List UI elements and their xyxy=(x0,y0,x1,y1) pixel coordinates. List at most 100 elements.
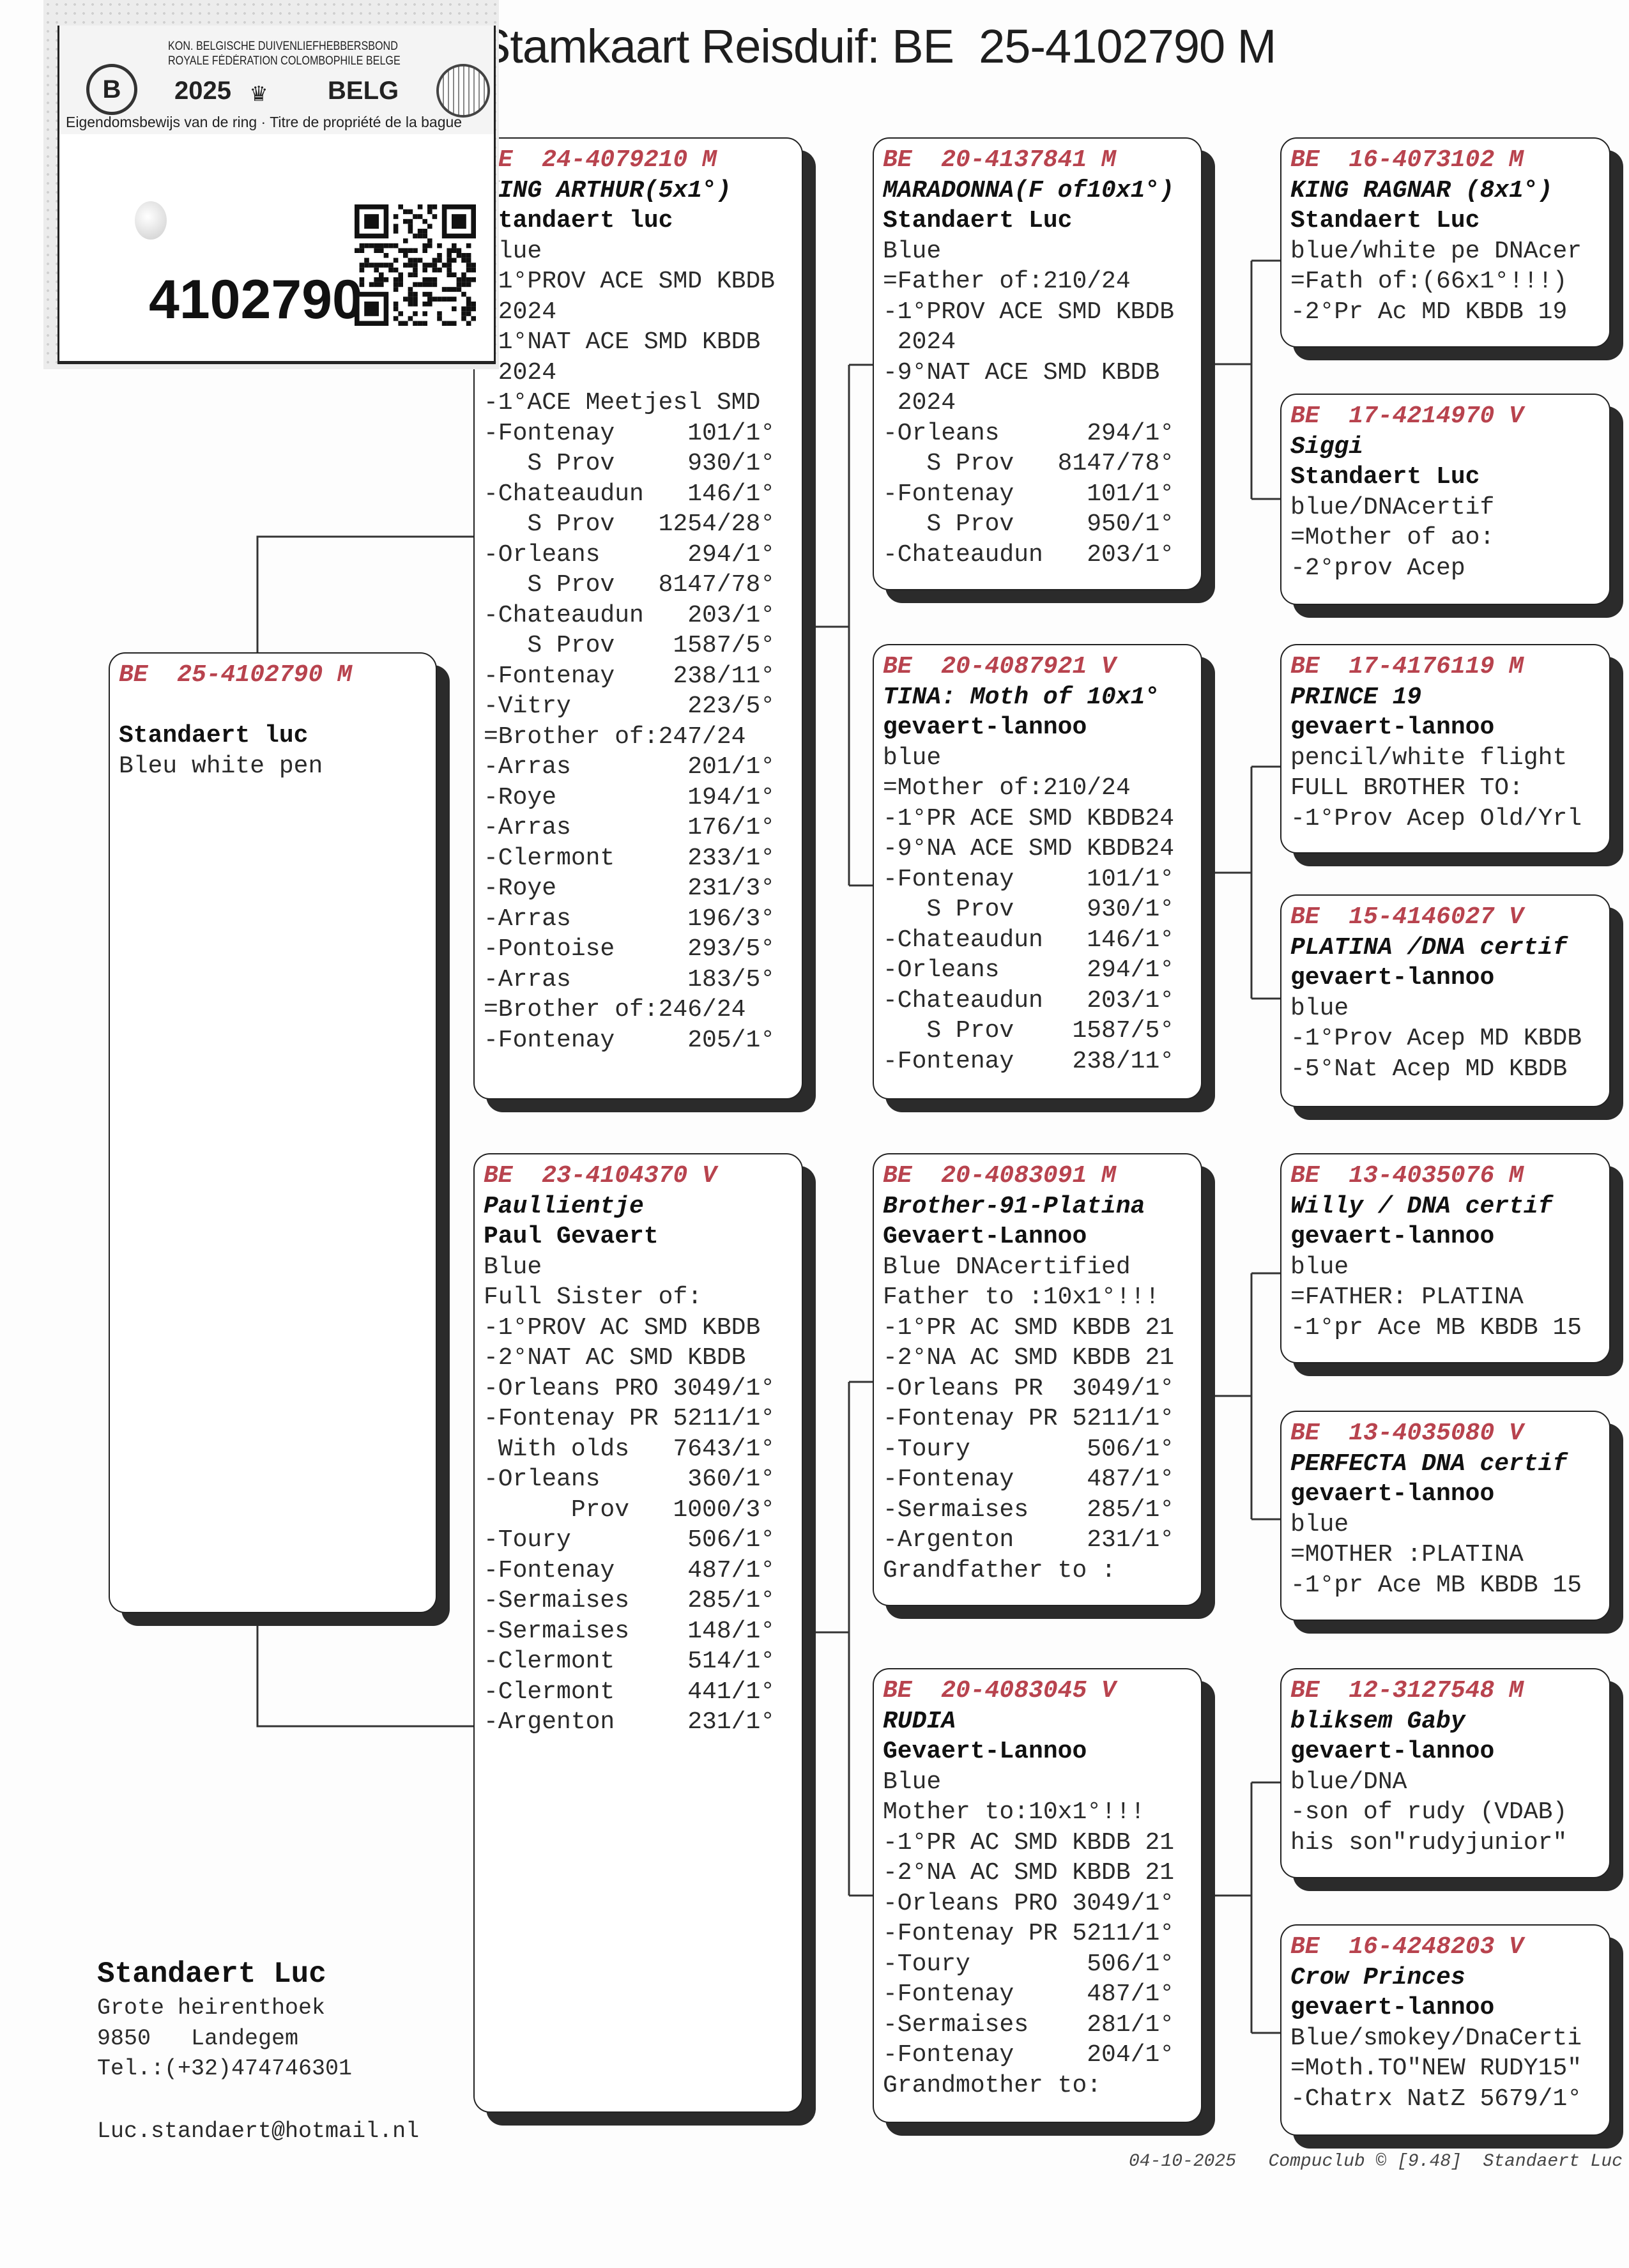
pigeon-name: PLATINA /DNA certif xyxy=(1290,933,1568,962)
pigeon-name: Willy / DNA certif xyxy=(1290,1192,1553,1220)
performance-line: -Fontenay 205/1° xyxy=(484,1026,776,1054)
print-date: 04-10-2025 xyxy=(1129,2152,1237,2172)
performance-line: S Prov 8147/78° xyxy=(883,450,1175,477)
performance-line: -1°PROV ACE SMD KBDB xyxy=(484,268,776,295)
pedigree-card-sire-dam: BE 20-4087921 V TINA: Moth of 10x1° gevaer… xyxy=(873,644,1202,1100)
performance-line: -Fontenay 487/1° xyxy=(883,1466,1175,1493)
performance-line: blue xyxy=(1290,994,1349,1022)
pedigree-card-sire: BE 24-4079210 M KING ARTHUR(5x1°) Standaer… xyxy=(473,137,803,1100)
spacer xyxy=(119,691,436,721)
performance-line: -Fontenay 238/11° xyxy=(484,662,776,690)
performance-line: -1°Prov Acep MD KBDB xyxy=(1290,1025,1582,1052)
performance-line: -2°prov Acep xyxy=(1290,554,1465,582)
owner-phone: Tel.:(+32)474746301 xyxy=(97,2056,353,2081)
pedigree-card-ss-dam: BE 17-4214970 V Siggi Standaert Luc blue/DN… xyxy=(1280,394,1610,605)
performance-line: =Moth.TO"NEW RUDY15" xyxy=(1290,2055,1582,2082)
ring-number: BE 16-4073102 M xyxy=(1290,146,1524,174)
performance-line: S Prov 1254/28° xyxy=(484,510,776,538)
performance-line: blue/DNA xyxy=(1290,1768,1407,1796)
performance-line: -Fontenay PR 5211/1° xyxy=(883,1920,1175,1947)
pigeon-name: Brother-91-Platina xyxy=(883,1192,1145,1220)
performance-line: S Prov 1587/5° xyxy=(484,632,776,659)
performance-line: -9°NA ACE SMD KBDB24 xyxy=(883,835,1175,862)
performance-line: -1°PROV ACE SMD KBDB xyxy=(883,298,1175,326)
performance-line: Bleu white pen xyxy=(119,752,323,780)
performance-line: Father to :10x1°!!! xyxy=(883,1283,1160,1311)
pigeon-name: Crow Princes xyxy=(1290,1963,1465,1991)
performance-line: -Fontenay 204/1° xyxy=(883,2041,1175,2069)
performance-line: -Fontenay 101/1° xyxy=(883,480,1175,508)
performance-line: -2°NAT AC SMD KBDB xyxy=(484,1344,746,1372)
breeder: Gevaert-Lannoo xyxy=(883,1223,1087,1250)
performance-line: -Fontenay 101/1° xyxy=(883,865,1175,893)
performance-line: -Toury 506/1° xyxy=(484,1526,776,1554)
breeder: Standaert Luc xyxy=(1290,463,1480,491)
pedigree-card-dam-dam: BE 20-4083045 V RUDIA Gevaert-Lannoo Blue Mo… xyxy=(873,1668,1202,2123)
performance-line: -Pontoise 293/5° xyxy=(484,935,776,963)
performance-line: -Chateaudun 146/1° xyxy=(484,480,776,508)
performance-line: With olds 7643/1° xyxy=(484,1435,776,1463)
performance-line: -1°pr Ace MB KBDB 15 xyxy=(1290,1314,1582,1342)
performance-line: -Roye 194/1° xyxy=(484,783,776,811)
performance-line: -Toury 506/1° xyxy=(883,1435,1175,1463)
pigeon-name: MARADONNA(F of10x1°) xyxy=(883,176,1175,204)
pigeon-name: bliksem Gaby xyxy=(1290,1707,1465,1735)
ring-number: BE 23-4104370 V xyxy=(484,1162,717,1190)
breeder: Standaert luc xyxy=(119,722,309,749)
ring-ownership-card: B KON. BELGISCHE DUIVENLIEFHEBBERSBOND R… xyxy=(43,0,499,369)
ring-number: BE 20-4087921 V xyxy=(883,653,1116,680)
ring-number: BE 17-4214970 V xyxy=(1290,402,1524,430)
breeder: Standaert Luc xyxy=(1290,207,1480,234)
pedigree-card-ds-sire: BE 13-4035076 M Willy / DNA certif gevaert… xyxy=(1280,1153,1610,1363)
ring-number: BE 13-4035080 V xyxy=(1290,1420,1524,1447)
ring-number: BE 15-4146027 V xyxy=(1290,903,1524,931)
performance-line: -1°Prov Acep Old/Yrl xyxy=(1290,804,1582,832)
ring-number: BE 17-4176119 M xyxy=(1290,653,1524,680)
performance-line: -Fontenay PR 5211/1° xyxy=(883,1405,1175,1432)
performance-line: -Clermont 441/1° xyxy=(484,1678,776,1706)
breeder: Standaert luc xyxy=(484,207,673,234)
performance-line: his son"rudyjunior" xyxy=(1290,1828,1568,1857)
breeder: Standaert Luc xyxy=(883,207,1073,234)
performance-line: -Orleans 294/1° xyxy=(484,540,776,569)
ring-number: BE 20-4083091 M xyxy=(883,1162,1116,1190)
performance-line: -Sermaises 148/1° xyxy=(484,1617,776,1645)
performance-line: blue xyxy=(883,744,942,772)
ring-country: BELG xyxy=(328,77,399,105)
software-credit: Compuclub © [9.48] xyxy=(1268,2152,1462,2172)
performance-line: -Chateaudun 146/1° xyxy=(883,926,1175,954)
performance-line: -Toury 506/1° xyxy=(883,1950,1175,1978)
performance-line: -son of rudy (VDAB) xyxy=(1290,1798,1568,1826)
pigeon-name: PERFECTA DNA certif xyxy=(1290,1450,1568,1478)
ring-number: 4102790 xyxy=(149,269,363,330)
performance-line: -Chatrx NatZ 5679/1° xyxy=(1290,2085,1582,2113)
pigeon-name: Paullientje xyxy=(484,1192,644,1220)
breeder: Paul Gevaert xyxy=(484,1223,659,1250)
performance-line: 2024 xyxy=(484,298,557,326)
performance-line: Blue/smokey/DnaCerti xyxy=(1290,2024,1582,2052)
breeder: gevaert-lannoo xyxy=(1290,1223,1495,1250)
org-name-nl: KON. BELGISCHE DUIVENLIEFHEBBERSBOND xyxy=(168,40,398,53)
performance-line: -1°PR AC SMD KBDB 21 xyxy=(883,1828,1175,1857)
performance-line: -Clermont 514/1° xyxy=(484,1648,776,1675)
connector-gen3-2 xyxy=(1202,765,1280,1000)
pigeon-name: TINA: Moth of 10x1° xyxy=(883,683,1160,711)
breeder: gevaert-lannoo xyxy=(883,714,1087,741)
footer: 04-10-2025 Compuclub © [9.48] Standaert … xyxy=(1129,2152,1623,2172)
breeder: gevaert-lannoo xyxy=(1290,1994,1495,2021)
performance-line: blue xyxy=(1290,1510,1349,1538)
pedigree-card-dam: BE 23-4104370 V Paullientje Paul Gevaert Bl… xyxy=(473,1153,803,2113)
performance-line: S Prov 1587/5° xyxy=(883,1017,1175,1045)
qr-code xyxy=(355,204,476,326)
connector-gen3-1 xyxy=(1202,259,1280,500)
performance-line: -Orleans PRO 3049/1° xyxy=(883,1889,1175,1917)
performance-line: -1°pr Ace MB KBDB 15 xyxy=(1290,1571,1582,1599)
performance-line: -Chateaudun 203/1° xyxy=(484,601,776,629)
performance-line: -Orleans PR 3049/1° xyxy=(883,1374,1175,1402)
performance-line: Grandmother to: xyxy=(883,2071,1102,2099)
performance-line: -Chateaudun 203/1° xyxy=(883,986,1175,1015)
ownership-deed-label: Eigendomsbewijs van de ring · Titre de p… xyxy=(66,114,463,130)
pedigree-card-sd-dam: BE 15-4146027 V PLATINA /DNA certif gevaer… xyxy=(1280,894,1610,1107)
performance-line: Mother to:10x1°!!! xyxy=(883,1798,1145,1826)
